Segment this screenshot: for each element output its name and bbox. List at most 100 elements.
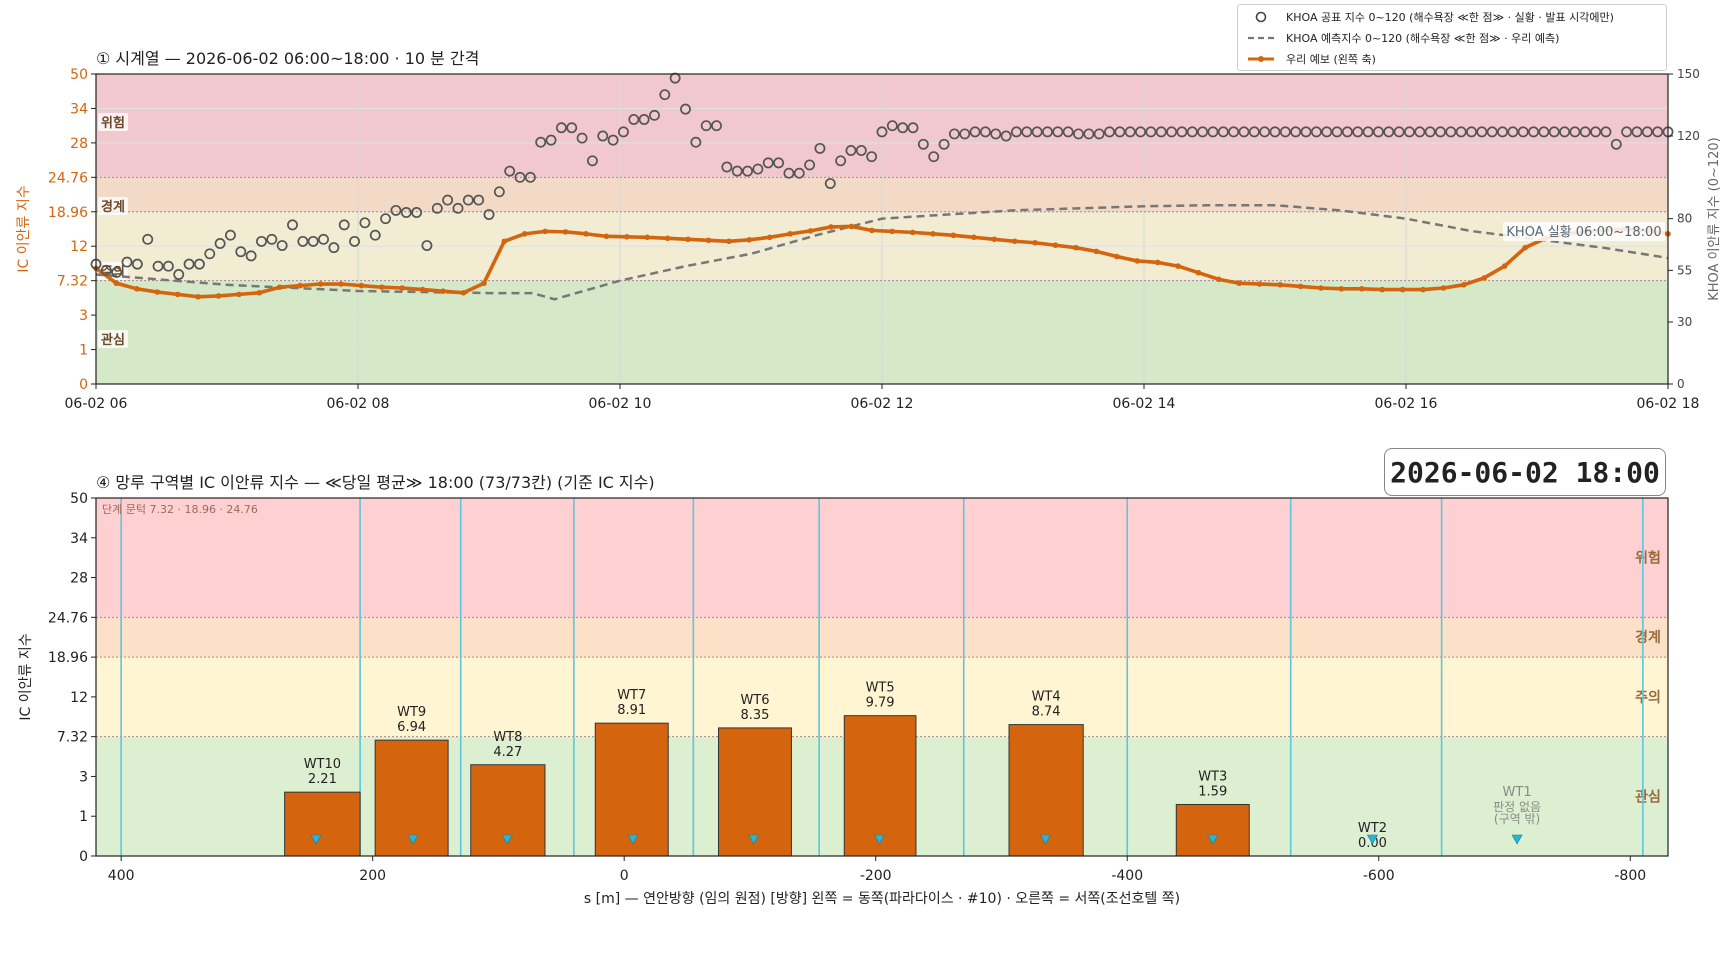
y-tick-label: 34 (70, 101, 88, 117)
tower-marker-icon (1511, 834, 1523, 845)
y-tick-label: 0 (79, 377, 88, 393)
khoa-observed-point (1579, 126, 1591, 138)
khoa-observed-point (721, 161, 733, 173)
forecast-point (256, 289, 263, 296)
khoa-observed-point (1341, 126, 1353, 138)
khoa-observed-point (1569, 126, 1581, 138)
forecast-point (297, 282, 303, 289)
khoa-observed-point (835, 155, 847, 167)
khoa-observed-point (338, 219, 350, 231)
khoa-observed-point (1621, 126, 1633, 138)
forecast-point (501, 238, 508, 245)
khoa-observed-point (204, 248, 216, 260)
y2-axis-label: KHOA 이안류 지수 (0~120) (1707, 137, 1722, 301)
y-axis-label: IC 이안류 지수 (16, 185, 32, 272)
zone-chart-title: ④ 망루 구역별 IC 이안류 지수 — ≪당일 평균≫ 18:00 (73/7… (96, 473, 655, 492)
forecast-point (664, 235, 671, 242)
tower-marker-icon (1366, 834, 1378, 845)
khoa-observed-point (462, 194, 474, 206)
khoa-observed-point (1610, 138, 1622, 150)
khoa-observed-point (886, 120, 898, 132)
forecast-point (991, 236, 998, 243)
timeseries-title: ① 시계열 — 2026-06-02 06:00~18:00 · 10 분 간격 (96, 49, 479, 68)
khoa-observed-point (1145, 126, 1157, 138)
zone-y-tick-label: 12 (70, 690, 88, 706)
bar-name-label: WT1 (1503, 785, 1532, 800)
khoa-observed-point (142, 233, 154, 245)
khoa-observed-point (969, 126, 981, 138)
forecast-line (94, 224, 1669, 299)
zone-y-tick-label: 7.32 (57, 730, 88, 746)
zone-y-tick-label: 24.76 (48, 610, 88, 626)
khoa-observed-point (421, 240, 433, 251)
forecast-point (134, 285, 140, 292)
khoa-observed-point (535, 136, 547, 148)
forecast-point (909, 229, 916, 236)
forecast-point (1358, 285, 1365, 292)
bar-wt4 (1008, 724, 1084, 857)
khoa-observed-point (152, 260, 164, 272)
khoa-observed-point (224, 229, 236, 241)
legend-item-khoa-predicted: KHOA 예측지수 0~120 (해수욕장 ≪한 점≫ · 우리 예측) (1246, 28, 1559, 48)
forecast-point (1522, 244, 1528, 251)
y-tick-label: 12 (70, 239, 88, 255)
zone-y-tick-label: 28 (70, 571, 88, 587)
tower-marker-icon (627, 834, 639, 845)
forecast-point (1420, 286, 1426, 293)
khoa-observed-point (1135, 126, 1147, 138)
bar-name-label: WT3 (1198, 769, 1227, 784)
khoa-observed-point (638, 114, 650, 125)
forecast-point (930, 231, 936, 237)
zone-y-tick-label: 18.96 (48, 650, 88, 666)
bar-name-label: WT10 (304, 757, 341, 772)
timeseries-legend: KHOA 공표 지수 0~120 (해수욕장 ≪한 점≫ · 실황 · 발표 시… (1237, 4, 1667, 71)
legend-label-khoa-predicted: KHOA 예측지수 0~120 (해수욕장 ≪한 점≫ · 우리 예측) (1286, 32, 1560, 45)
khoa-observed-point (328, 242, 340, 254)
khoa-observed-point (483, 209, 495, 220)
x-tick-label: 06-02 18 (1637, 396, 1700, 412)
forecast-point (542, 228, 548, 235)
y-tick-label: 24.76 (48, 170, 88, 186)
forecast-point (419, 286, 426, 293)
forecast-point (379, 284, 385, 291)
khoa-observed-point (1331, 126, 1343, 138)
khoa-observed-point (1207, 126, 1219, 138)
legend-item-khoa-observed: KHOA 공표 지수 0~120 (해수욕장 ≪한 점≫ · 실황 · 발표 시… (1246, 7, 1614, 27)
khoa-observed-point (855, 145, 867, 156)
bar-value-label: 8.35 (741, 708, 770, 723)
zone-x-tick-label: -400 (1111, 868, 1143, 884)
khoa-observed-point (473, 194, 485, 206)
bar-value-label: 9.79 (866, 696, 895, 711)
legend-line-icon (1246, 52, 1276, 66)
y-tick-label: 18.96 (48, 205, 88, 221)
khoa-observed-point (1124, 126, 1136, 138)
khoa-observed-point (359, 217, 371, 229)
y-tick-label: 50 (70, 67, 88, 83)
y2-tick-label: 30 (1677, 315, 1692, 329)
khoa-observed-point (1259, 126, 1271, 138)
khoa-observed-point (1652, 126, 1664, 138)
band-label: 위험 (101, 115, 125, 131)
zone-x-tick-label: -200 (860, 868, 892, 884)
khoa-observed-point (1455, 126, 1467, 138)
x-tick-label: 06-02 12 (851, 396, 914, 412)
khoa-observed-point (545, 134, 557, 146)
khoa-observed-point (690, 136, 702, 148)
forecast-point (154, 289, 161, 295)
khoa-observed-point (1435, 126, 1446, 138)
khoa-observed-point (907, 122, 919, 134)
khoa-observed-point (1507, 126, 1519, 138)
forecast-point (1113, 253, 1120, 260)
zone-plot-frame (95, 497, 1669, 857)
khoa-observed-point (1517, 126, 1529, 138)
khoa-observed-point (680, 103, 691, 115)
bar-value-label: 2.21 (308, 772, 337, 787)
zone-y-tick-label: 3 (79, 769, 88, 785)
bar-wt5 (843, 715, 917, 857)
khoa-observed-point (369, 229, 381, 241)
forecast-point (1399, 286, 1406, 293)
khoa-observed-point (1217, 126, 1229, 138)
zone-x-tick-label: 400 (108, 868, 135, 884)
khoa-observed-point (318, 233, 329, 245)
y2-tick-label: 0 (1677, 377, 1685, 391)
